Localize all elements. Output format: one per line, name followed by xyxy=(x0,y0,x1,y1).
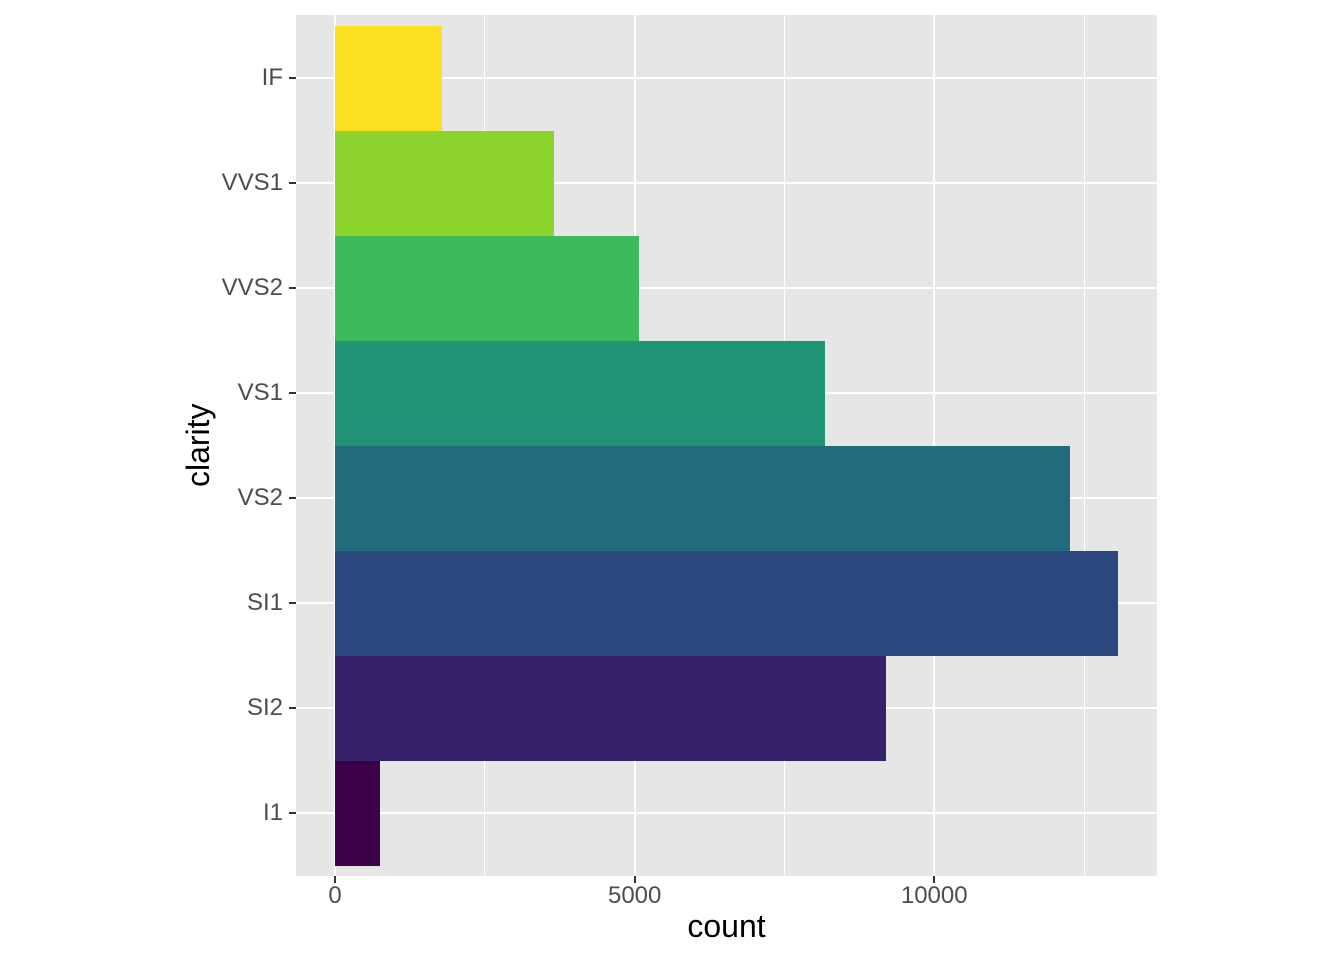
y-tick-label: VS2 xyxy=(237,484,283,511)
y-axis-tick xyxy=(289,182,296,184)
y-axis-tick xyxy=(289,707,296,709)
x-gridline-minor xyxy=(1083,15,1085,876)
bar-vs2 xyxy=(335,445,1070,551)
x-tick-label: 10000 xyxy=(900,882,968,909)
x-tick-label: 5000 xyxy=(607,882,662,909)
x-axis-tick xyxy=(334,876,337,883)
y-tick-label: VVS1 xyxy=(221,169,283,196)
bar-vs1 xyxy=(335,340,825,446)
y-tick-label: IF xyxy=(261,64,283,91)
bar-vvs1 xyxy=(335,130,555,236)
y-axis-tick xyxy=(289,812,296,814)
y-axis-title: clarity xyxy=(180,403,216,488)
y-tick-label: SI2 xyxy=(246,694,283,721)
y-tick-label: SI1 xyxy=(246,589,283,616)
y-gridline-major xyxy=(296,182,1157,184)
x-axis-tick xyxy=(633,876,636,883)
bar-si1 xyxy=(335,550,1118,656)
plot-panel xyxy=(296,15,1157,876)
y-tick-label: VVS2 xyxy=(221,274,283,301)
bar-i1 xyxy=(335,760,380,866)
x-axis-title: count xyxy=(687,908,766,944)
y-gridline-major xyxy=(296,287,1157,289)
bar-if xyxy=(335,25,443,131)
x-axis-tick xyxy=(933,876,936,883)
y-axis-tick xyxy=(289,392,296,394)
x-tick-label: 0 xyxy=(328,882,342,909)
y-tick-label: VS1 xyxy=(237,379,283,406)
y-axis-tick xyxy=(289,602,296,604)
bar-vvs2 xyxy=(335,235,639,341)
y-gridline-major xyxy=(296,77,1157,79)
y-gridline-major xyxy=(296,812,1157,814)
y-axis-tick xyxy=(289,77,296,79)
bar-si2 xyxy=(335,655,886,761)
y-axis-tick xyxy=(289,287,296,289)
y-axis-tick xyxy=(289,497,296,499)
y-tick-label: I1 xyxy=(262,799,283,826)
